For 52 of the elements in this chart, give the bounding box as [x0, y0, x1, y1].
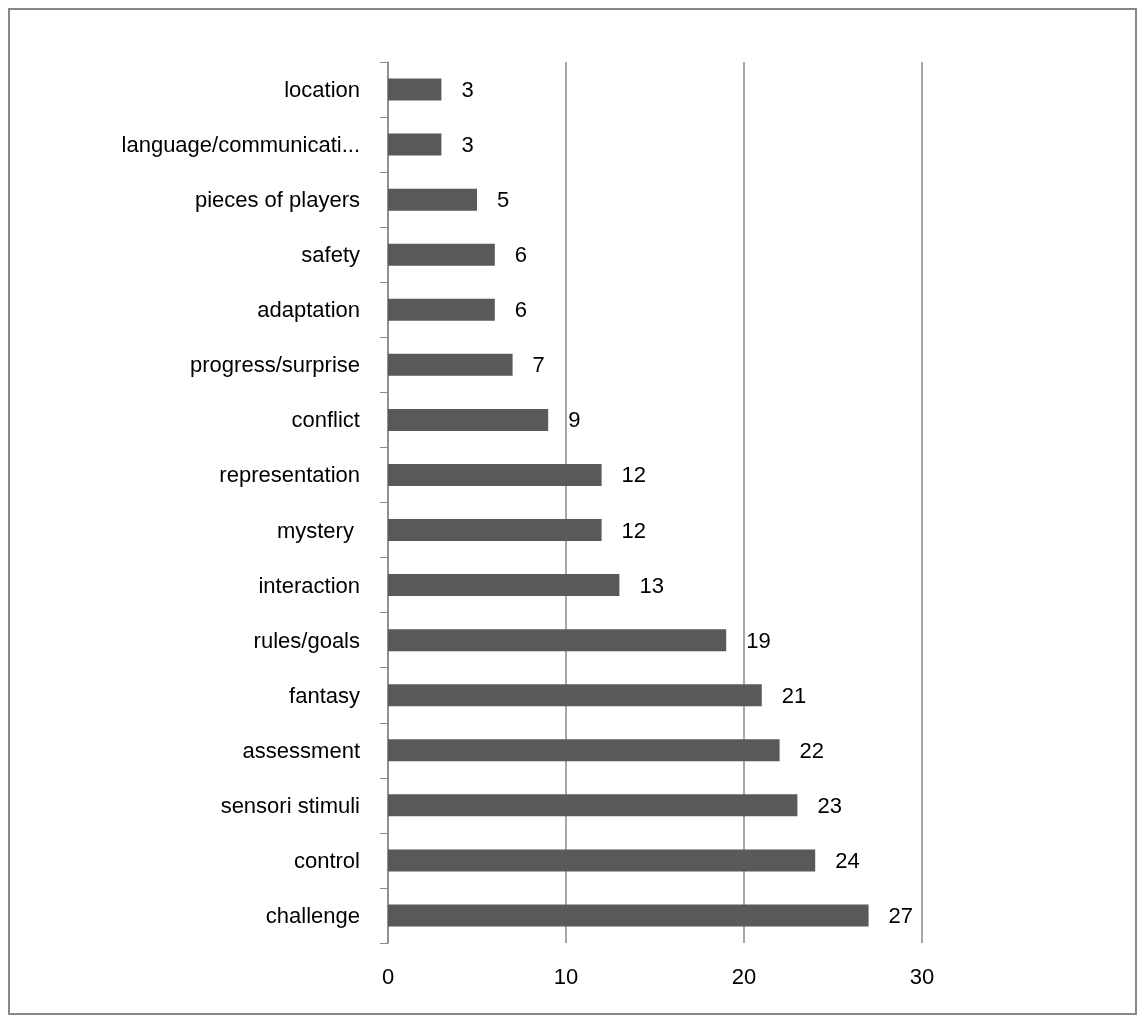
bar [388, 904, 869, 927]
y-tick-label: fantasy [289, 682, 360, 708]
y-tick-label: conflict [291, 407, 360, 433]
y-tick-label: adaptation [257, 297, 360, 323]
x-tick-label: 20 [731, 963, 757, 989]
y-tick-label: rules/goals [253, 627, 360, 653]
y-tick-label: safety [301, 242, 360, 268]
data-label: 6 [514, 242, 528, 268]
data-label: 12 [621, 517, 647, 543]
data-label: 21 [781, 682, 807, 708]
y-tick-label: sensori stimuli [220, 792, 360, 818]
y-tick-label: pieces of players [194, 187, 360, 213]
data-label: 22 [799, 737, 825, 763]
bar [388, 519, 602, 542]
y-tick-label: representation [219, 462, 360, 488]
x-tick-label: 30 [909, 963, 935, 989]
bar [388, 684, 762, 707]
data-label: 13 [639, 572, 664, 598]
bar [388, 739, 780, 762]
bar [388, 629, 727, 652]
data-label: 7 [532, 352, 545, 378]
data-label: 5 [497, 187, 510, 213]
bar [388, 574, 620, 597]
data-label: 24 [835, 847, 860, 873]
bar [388, 353, 513, 376]
bar [388, 849, 816, 872]
data-label: 23 [817, 792, 842, 818]
data-label: 27 [888, 902, 914, 928]
bar [388, 298, 495, 321]
y-tick-label: assessment [242, 737, 360, 763]
bar [388, 188, 477, 211]
bar [388, 133, 442, 156]
y-tick-label: challenge [265, 902, 360, 928]
y-tick-label: progress/surprise [190, 352, 360, 378]
bar [388, 243, 495, 266]
x-tick-label: 0 [381, 963, 395, 989]
x-tick-label: 10 [553, 963, 579, 989]
data-label: 6 [514, 297, 528, 323]
y-tick-label: interaction [258, 572, 360, 598]
y-tick-label: location [284, 77, 360, 103]
bar [388, 78, 442, 101]
data-label: 9 [568, 407, 581, 433]
y-tick-label: mystery [276, 517, 360, 543]
bar [388, 463, 602, 486]
y-tick-label: control [293, 847, 360, 873]
bar [388, 794, 798, 817]
y-tick-label: language/communicati... [121, 132, 360, 158]
data-label: 3 [461, 132, 474, 158]
data-label: 12 [621, 462, 647, 488]
bar [388, 408, 549, 431]
data-label: 3 [461, 77, 474, 103]
data-label: 19 [746, 627, 771, 653]
